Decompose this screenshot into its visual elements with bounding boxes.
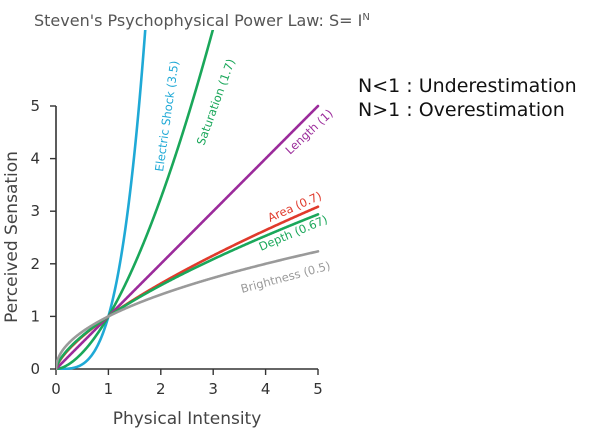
series-line-1 [56, 30, 215, 370]
y-tick-label: 3 [30, 202, 40, 220]
series-line-0 [56, 30, 147, 370]
x-tick-label: 0 [51, 380, 61, 398]
axis-ticks: 0 1 2 3 4 5 0 1 2 3 4 5 [30, 97, 322, 398]
series-line-2 [56, 104, 320, 370]
series-labels: Electric Shock (3.5) Saturation (1.7) Leng… [152, 57, 336, 296]
y-tick-label: 4 [30, 150, 40, 168]
x-axis-label: Physical Intensity [113, 409, 262, 429]
y-tick-label: 5 [30, 97, 40, 115]
series-curves [56, 30, 320, 370]
y-axis-label: Perceived Sensation [2, 151, 22, 323]
x-tick-label: 3 [208, 380, 218, 398]
series-label-5: Brightness (0.5) [239, 259, 332, 296]
series-line-5 [56, 250, 320, 370]
y-tick-label: 0 [30, 360, 40, 378]
series-label-0: Electric Shock (3.5) [152, 60, 181, 173]
x-tick-label: 1 [104, 380, 114, 398]
x-tick-label: 5 [313, 380, 323, 398]
title-exponent: N [362, 12, 369, 23]
y-tick-label: 2 [30, 255, 40, 273]
x-tick-label: 2 [156, 380, 166, 398]
y-tick-label: 1 [30, 307, 40, 325]
x-tick-label: 4 [261, 380, 271, 398]
chart-title: Steven's Psychophysical Power Law: S= IN [34, 11, 370, 30]
note-underestimation: N<1 : Underestimation [358, 75, 577, 97]
note-overestimation: N>1 : Overestimation [358, 99, 565, 121]
